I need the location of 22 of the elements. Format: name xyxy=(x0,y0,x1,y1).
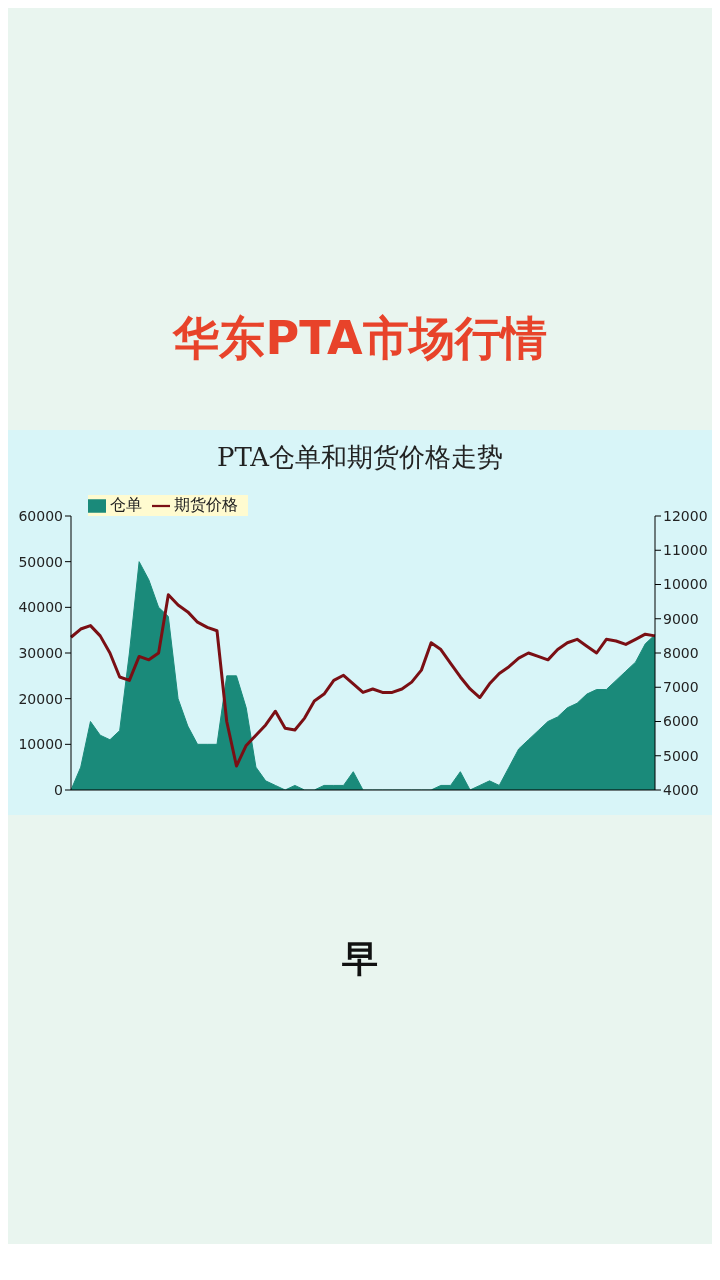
y2-tick-label: 6000 xyxy=(663,713,699,730)
y-tick-label: 50000 xyxy=(18,553,63,570)
y-tick-label: 10000 xyxy=(18,736,63,753)
y2-tick-label: 8000 xyxy=(663,644,699,661)
chart-title: 华东PTA市场行情 xyxy=(171,310,548,367)
y-tick-label: 60000 xyxy=(18,507,63,524)
y2-tick-label: 4000 xyxy=(663,781,699,798)
y-tick-label: 20000 xyxy=(18,690,63,707)
y-tick-label: 0 xyxy=(54,781,63,798)
y2-tick-label: 11000 xyxy=(663,542,708,559)
text: 早 xyxy=(341,937,379,981)
y-tick-label: 40000 xyxy=(18,599,63,616)
y2-tick-label: 12000 xyxy=(663,507,708,524)
legend-label: 仓单 xyxy=(110,495,142,514)
y2-tick-label: 10000 xyxy=(663,576,708,593)
line-series xyxy=(69,593,657,768)
y2-tick-label: 7000 xyxy=(663,679,699,696)
y-tick-label: 30000 xyxy=(18,644,63,661)
chart-subtitle: PTA仓单和期货价格走势 xyxy=(215,441,505,474)
y2-tick-label: 9000 xyxy=(663,610,699,627)
y2-tick-label: 5000 xyxy=(663,747,699,764)
legend-label: 期货价格 xyxy=(174,495,238,514)
